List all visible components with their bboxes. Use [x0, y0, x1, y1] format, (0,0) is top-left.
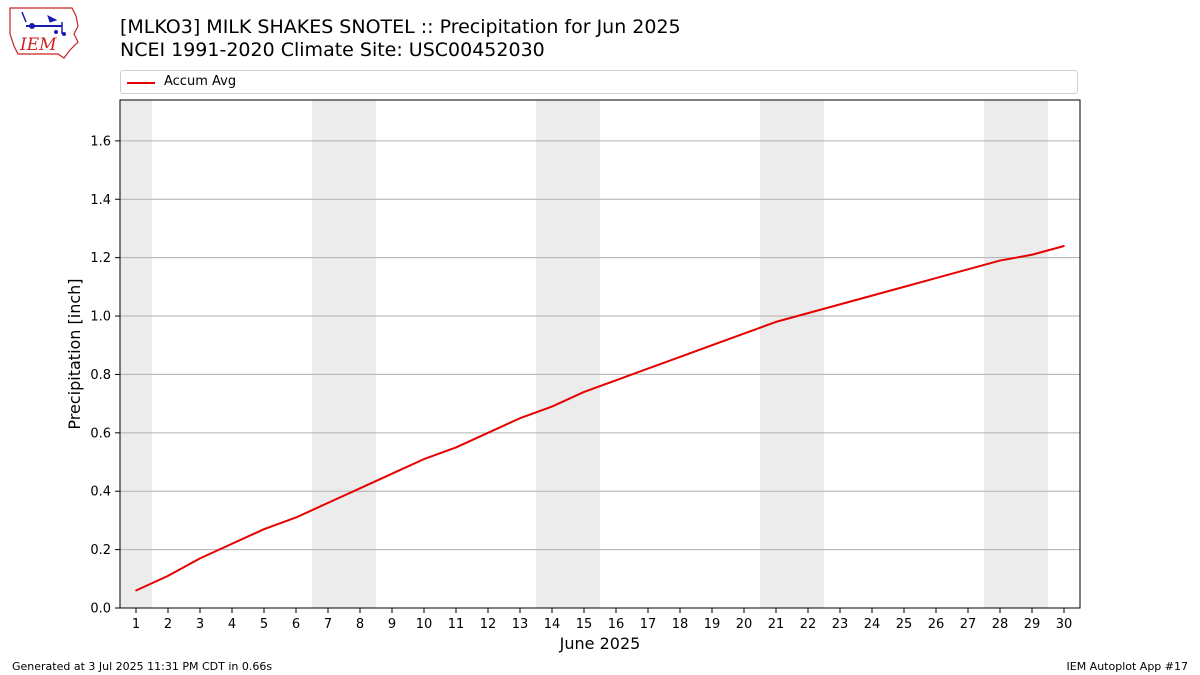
- x-tick-label-14: 14: [544, 617, 561, 632]
- data-point-day-9: [391, 472, 393, 475]
- x-tick-label-10: 10: [416, 617, 433, 632]
- x-tick-label-24: 24: [864, 617, 881, 632]
- data-point-day-22: [807, 312, 809, 314]
- chart-title-block: [MLKO3] MILK SHAKES SNOTEL :: Precipitat…: [120, 16, 681, 62]
- data-point-day-16: [615, 379, 617, 382]
- x-tick-label-16: 16: [608, 617, 625, 632]
- x-tick-label-30: 30: [1056, 617, 1073, 632]
- x-tick-label-8: 8: [356, 617, 364, 632]
- data-point-day-12: [487, 432, 489, 434]
- x-tick-label-21: 21: [768, 617, 785, 632]
- x-tick-label-13: 13: [512, 617, 529, 632]
- y-tick-label-1: 0.2: [90, 543, 111, 558]
- series-line-accum-avg: [135, 245, 1065, 592]
- x-tick-label-28: 28: [992, 617, 1009, 632]
- x-tick-label-17: 17: [640, 617, 657, 632]
- data-point-day-29: [1031, 253, 1033, 256]
- weekend-band-1: [120, 100, 152, 608]
- generated-timestamp: Generated at 3 Jul 2025 11:31 PM CDT in …: [12, 660, 273, 673]
- y-tick-label-5: 1.0: [90, 310, 111, 325]
- data-point-day-28: [999, 259, 1001, 262]
- x-tick-label-9: 9: [388, 617, 396, 632]
- data-point-day-8: [359, 487, 361, 490]
- legend: Accum Avg: [120, 70, 1078, 94]
- data-point-day-6: [295, 516, 297, 519]
- y-tick-label-6: 1.2: [90, 251, 111, 266]
- data-point-day-20: [743, 332, 745, 335]
- x-tick-label-22: 22: [800, 617, 817, 632]
- app-credit: IEM Autoplot App #17: [1066, 660, 1189, 673]
- data-point-day-5: [263, 528, 265, 530]
- x-tick-label-4: 4: [228, 617, 236, 632]
- legend-label-accum-avg: Accum Avg: [164, 74, 237, 89]
- data-point-day-25: [903, 286, 905, 288]
- weekend-shading: [120, 100, 1048, 608]
- x-tick-label-12: 12: [480, 617, 497, 632]
- iowa-outline-icon: [9, 7, 79, 59]
- data-point-day-17: [647, 367, 649, 370]
- data-point-day-11: [455, 446, 457, 449]
- data-point-day-3: [199, 557, 201, 560]
- weather-station-icon: [21, 11, 66, 36]
- legend-swatch-accum-avg: [127, 82, 155, 84]
- grid-lines: [120, 140, 1080, 551]
- data-point-day-26: [935, 277, 937, 279]
- logo-text: IEM: [19, 35, 57, 55]
- y-tick-label-0: 0.0: [90, 602, 111, 617]
- chart-title: [MLKO3] MILK SHAKES SNOTEL :: Precipitat…: [120, 16, 681, 38]
- y-tick-label-7: 1.4: [90, 193, 111, 208]
- data-point-day-2: [167, 575, 169, 577]
- plot-area-frame: [119, 99, 1081, 609]
- data-point-day-24: [871, 294, 873, 297]
- data-point-day-4: [231, 542, 233, 545]
- data-point-day-27: [967, 268, 969, 271]
- x-tick-label-6: 6: [292, 617, 300, 632]
- x-tick-label-26: 26: [928, 617, 945, 632]
- x-tick-label-15: 15: [576, 617, 593, 632]
- x-tick-label-5: 5: [260, 617, 268, 632]
- x-tick-label-27: 27: [960, 617, 977, 632]
- series-layer: [135, 245, 1065, 592]
- weekend-band-2: [312, 100, 376, 608]
- y-axis-label: Precipitation [inch]: [65, 278, 84, 429]
- data-point-day-18: [679, 356, 681, 358]
- weekend-band-3: [536, 100, 600, 608]
- weekend-band-5: [984, 100, 1048, 608]
- data-point-day-7: [327, 502, 329, 504]
- data-point-day-15: [583, 391, 585, 393]
- data-point-day-19: [711, 344, 713, 347]
- data-point-day-1: [135, 589, 137, 592]
- x-tick-label-1: 1: [132, 617, 140, 632]
- x-tick-label-2: 2: [164, 617, 172, 632]
- data-point-day-14: [551, 405, 553, 408]
- data-point-day-21: [775, 321, 777, 323]
- x-tick-label-7: 7: [324, 617, 332, 632]
- x-tick-label-18: 18: [672, 617, 689, 632]
- y-axis-ticks: 0.0 0.2 0.4 0.6 0.8 1.0 1.2 1.4 1.6: [90, 134, 120, 617]
- x-tick-label-11: 11: [448, 617, 465, 632]
- x-tick-label-3: 3: [196, 617, 204, 632]
- y-tick-label-4: 0.8: [90, 368, 111, 383]
- data-point-day-10: [423, 458, 425, 460]
- data-point-day-30: [1063, 245, 1065, 247]
- x-axis-label: June 2025: [559, 634, 641, 653]
- y-tick-label-3: 0.6: [90, 426, 111, 441]
- y-tick-label-2: 0.4: [90, 485, 111, 500]
- x-tick-label-23: 23: [832, 617, 849, 632]
- data-point-day-13: [519, 417, 521, 420]
- chart-subtitle: NCEI 1991-2020 Climate Site: USC00452030: [120, 39, 545, 61]
- x-tick-label-29: 29: [1024, 617, 1041, 632]
- iem-logo: IEM: [9, 7, 79, 59]
- x-tick-label-25: 25: [896, 617, 913, 632]
- y-tick-label-8: 1.6: [90, 134, 111, 149]
- x-tick-label-19: 19: [704, 617, 721, 632]
- weekend-band-4: [760, 100, 824, 608]
- x-tick-label-20: 20: [736, 617, 753, 632]
- data-point-day-23: [839, 303, 841, 306]
- x-axis-ticks: 1 2 3 4 5 6 7 8 9 10 11 12 13 14 15 16 17 18 19 20 21 22 23 24 2…: [132, 608, 1072, 632]
